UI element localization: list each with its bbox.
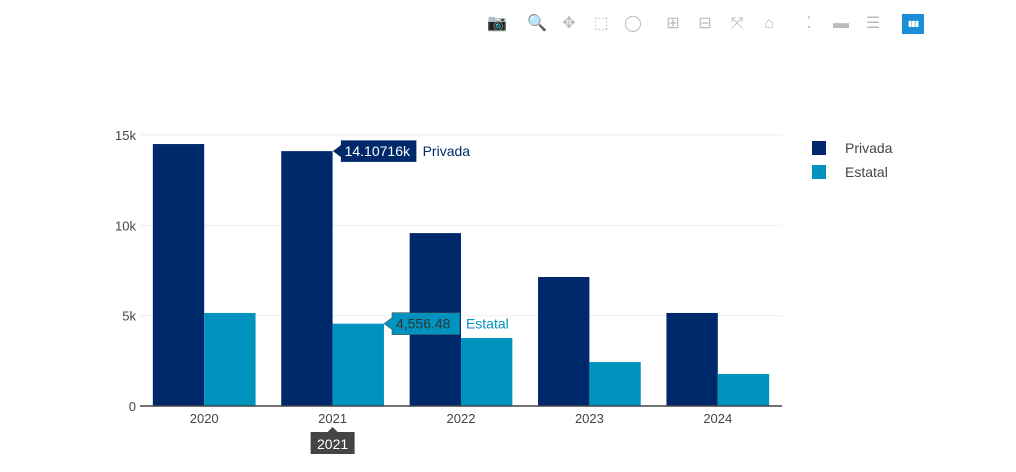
- bar-estatal-2023: [589, 362, 641, 406]
- hover-series-name: Estatal: [466, 316, 509, 332]
- box-select-icon[interactable]: ⬚: [593, 15, 609, 32]
- x-tick-label: 2022: [447, 411, 476, 426]
- y-tick-label: 0: [129, 399, 136, 414]
- camera-icon[interactable]: 📷: [487, 15, 507, 32]
- lasso-select-icon[interactable]: ◯: [624, 15, 642, 32]
- bar-estatal-2020: [204, 312, 256, 406]
- hover-closest-icon[interactable]: ▬: [833, 15, 849, 32]
- hover-compare-icon[interactable]: ☰: [865, 15, 881, 32]
- zoom-in-icon[interactable]: ⊞: [666, 15, 680, 32]
- legend-label: Privada: [845, 140, 893, 156]
- y-tick-label: 5k: [122, 309, 136, 324]
- zoom-out-icon[interactable]: ⊟: [698, 15, 712, 32]
- hover-value: 4,556.48: [396, 316, 451, 332]
- x-tick-label: 2023: [575, 411, 604, 426]
- bar-privada-2021: [281, 151, 333, 406]
- bar-estatal-2022: [461, 338, 513, 406]
- hover-x-label: 2021: [317, 436, 348, 452]
- pan-icon[interactable]: ✥: [562, 15, 576, 32]
- legend-label: Estatal: [845, 164, 888, 180]
- bar-estatal-2024: [717, 374, 770, 406]
- hover-label-box: [332, 139, 417, 163]
- zoom-icon[interactable]: 🔍: [527, 15, 547, 32]
- bar-estatal-2021: [332, 323, 384, 406]
- reset-axes-icon[interactable]: ⌂: [764, 15, 774, 32]
- hover-series-name: Privada: [423, 143, 471, 159]
- x-tick-label: 2024: [703, 411, 732, 426]
- hover-value: 14.10716k: [345, 143, 411, 159]
- legend-swatch: [812, 141, 826, 155]
- bar-privada-2023: [538, 277, 590, 406]
- hover-label-box: [383, 312, 461, 335]
- bar-privada-2024: [666, 312, 718, 406]
- autoscale-icon[interactable]: ⤧: [730, 15, 744, 32]
- modebar: 📷 🔍 ✥ ⬚ ◯ ⊞ ⊟ ⤧ ⌂ ⁚ ▬ ☰ ▮▮▮: [486, 13, 934, 35]
- legend-swatch: [812, 165, 826, 179]
- x-tick-label: 2021: [318, 411, 347, 426]
- plotly-logo-icon[interactable]: ▮▮▮: [902, 14, 924, 34]
- x-tick-label: 2020: [190, 411, 219, 426]
- hover-x-label-box: [310, 427, 355, 454]
- bar-privada-2020: [152, 144, 205, 407]
- spike-lines-icon[interactable]: ⁚: [806, 15, 812, 32]
- y-tick-label: 15k: [115, 128, 136, 143]
- y-tick-label: 10k: [115, 218, 136, 233]
